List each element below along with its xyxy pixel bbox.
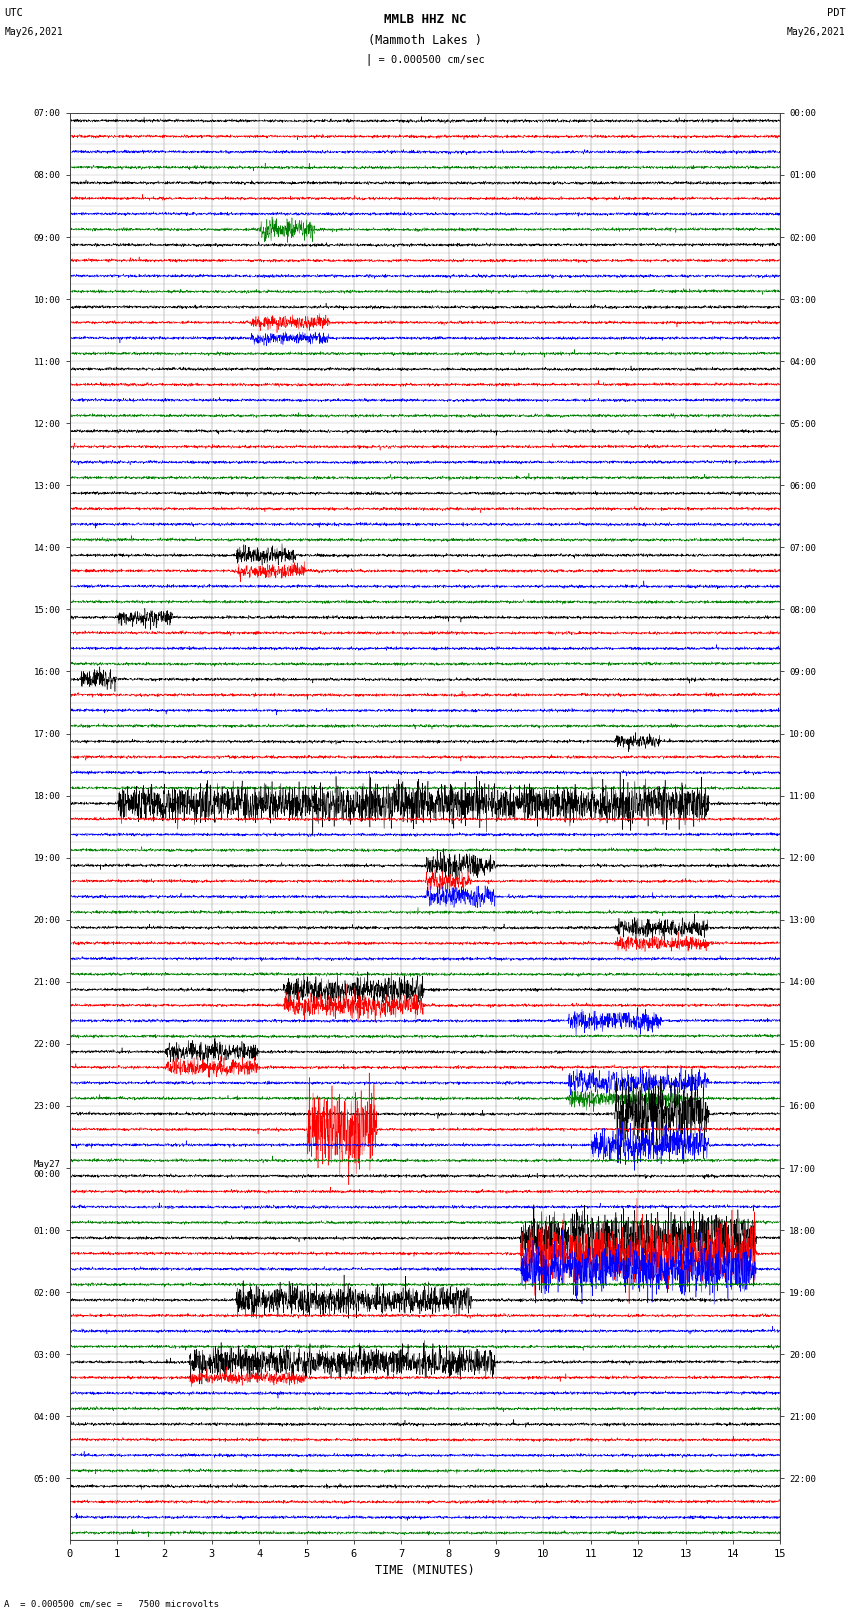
Text: ⎮ = 0.000500 cm/sec: ⎮ = 0.000500 cm/sec <box>366 53 484 65</box>
Text: MMLB HHZ NC: MMLB HHZ NC <box>383 13 467 26</box>
Text: May26,2021: May26,2021 <box>787 27 846 37</box>
Text: May26,2021: May26,2021 <box>4 27 63 37</box>
Text: (Mammoth Lakes ): (Mammoth Lakes ) <box>368 34 482 47</box>
X-axis label: TIME (MINUTES): TIME (MINUTES) <box>375 1563 475 1576</box>
Text: PDT: PDT <box>827 8 846 18</box>
Text: A  = 0.000500 cm/sec =   7500 microvolts: A = 0.000500 cm/sec = 7500 microvolts <box>4 1598 219 1608</box>
Text: UTC: UTC <box>4 8 23 18</box>
